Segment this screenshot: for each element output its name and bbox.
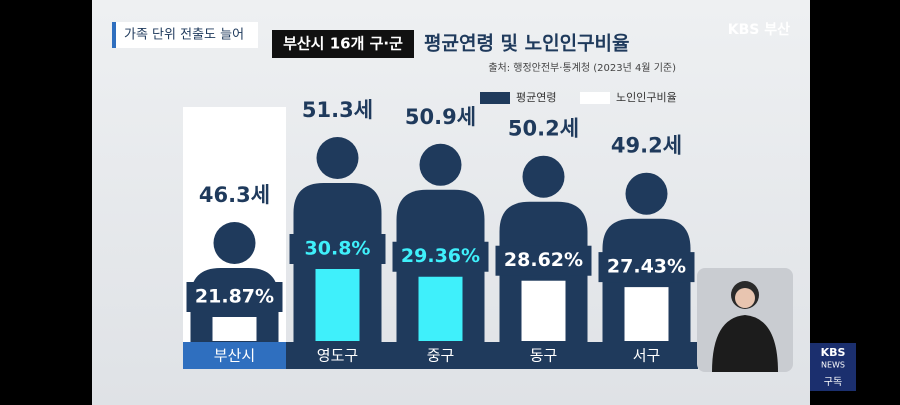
chart-title: 평균연령 및 노인인구비율 xyxy=(424,33,630,55)
ratio-label-box xyxy=(598,252,695,283)
banner: 가족 단위 전출도 늘어 xyxy=(124,28,244,43)
age-label: 51.3세 xyxy=(302,98,373,122)
title-box-text: 부산시 16개 구·군 xyxy=(283,35,403,53)
legend-label: 노인인구비율 xyxy=(616,91,677,104)
age-label: 50.2세 xyxy=(508,117,579,141)
banner-accent xyxy=(112,22,116,48)
ratio-bar xyxy=(210,315,259,343)
x-tick-label: 동구 xyxy=(530,347,558,365)
title-box xyxy=(272,30,414,58)
x-tick-label: 영도구 xyxy=(317,347,358,365)
ratio-label-box xyxy=(289,234,386,264)
logo: KBS 부산 xyxy=(728,21,790,38)
news-logo-middle: NEWS xyxy=(821,361,845,370)
category-band xyxy=(595,342,698,369)
ratio-label-box xyxy=(392,241,489,272)
news-logo-bottom: 구독 xyxy=(824,376,842,388)
ratio-bar xyxy=(519,278,568,343)
ratio-label: 28.62% xyxy=(504,249,583,271)
person-head xyxy=(522,155,565,198)
ratio-bar xyxy=(416,274,465,343)
x-tick-label: 부산시 xyxy=(214,347,255,365)
person-head xyxy=(625,172,668,215)
ratio-label: 27.43% xyxy=(607,256,686,278)
ratio-label: 29.36% xyxy=(401,245,480,267)
category-band xyxy=(492,342,595,369)
category-band xyxy=(286,342,389,369)
age-label: 49.2세 xyxy=(611,134,682,158)
banner-box xyxy=(112,22,258,48)
person-head xyxy=(316,137,359,179)
interpreter-body xyxy=(712,315,778,372)
ratio-label: 21.87% xyxy=(195,286,274,308)
ratio-label-box xyxy=(495,245,592,276)
legend-label: 평균연령 xyxy=(516,91,556,104)
x-tick-label: 중구 xyxy=(427,347,455,365)
person-head xyxy=(213,222,256,264)
news-logo-box xyxy=(810,343,856,391)
legend-swatch xyxy=(580,92,610,104)
x-tick-label: 서구 xyxy=(633,347,661,365)
category-band xyxy=(389,342,492,369)
news-logo-top: KBS xyxy=(821,346,846,359)
ratio-label: 30.8% xyxy=(305,238,371,260)
ratio-bar xyxy=(622,285,671,344)
ratio-label-box xyxy=(186,282,283,312)
interpreter-face xyxy=(735,288,755,308)
age-label: 46.3세 xyxy=(199,183,270,207)
legend-swatch xyxy=(480,92,510,104)
person-head xyxy=(419,143,462,186)
category-band xyxy=(183,342,286,369)
age-label: 50.9세 xyxy=(405,105,476,129)
source: 출처: 행정안전부·통계청 (2023년 4월 기준) xyxy=(488,62,676,74)
ratio-bar xyxy=(313,267,362,343)
